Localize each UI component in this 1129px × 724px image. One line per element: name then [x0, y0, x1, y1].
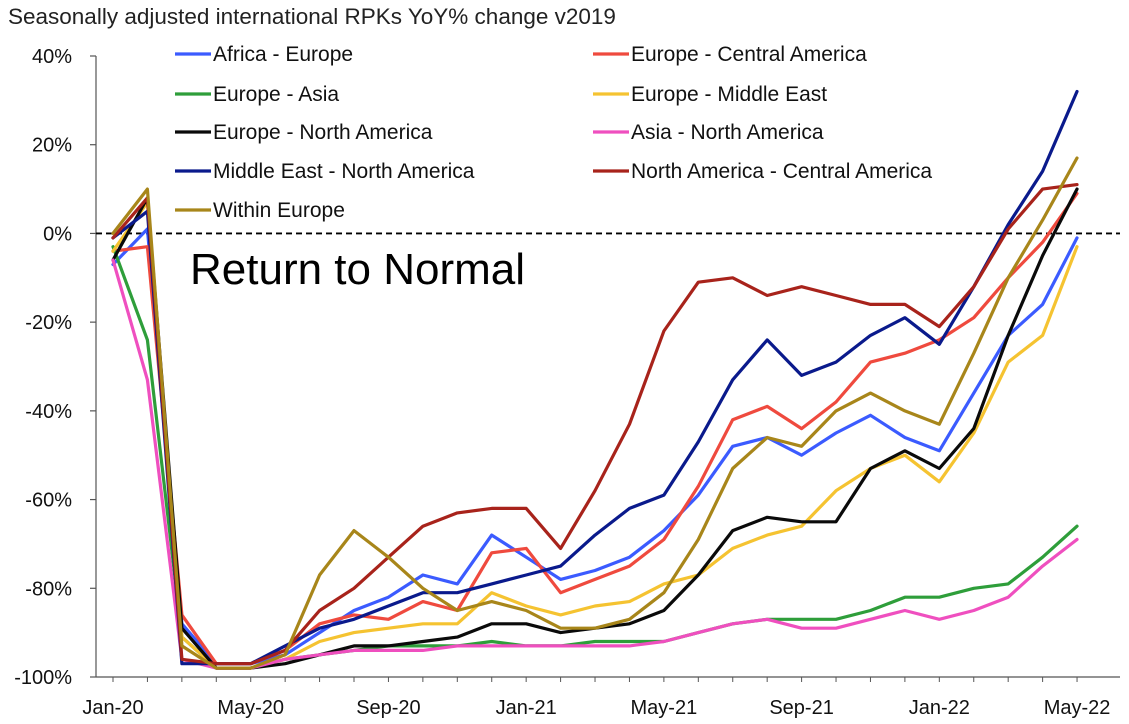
y-tick-label: -100%: [14, 667, 72, 689]
chart-title: Seasonally adjusted international RPKs Y…: [8, 4, 616, 29]
legend-label: Europe - Asia: [213, 83, 339, 106]
series-line-middle-east-north-america: [111, 89, 1079, 666]
y-tick-label: -60%: [25, 490, 72, 512]
axes-layer: 40% 20% 0% -20% -40% -60% -80% -100% Jan-20 May-2…: [14, 46, 1120, 719]
legend-label: Asia - North America: [631, 121, 824, 144]
legend-label: Africa - Europe: [213, 43, 353, 66]
legend-label: Middle East - North America: [213, 160, 475, 183]
legend-label: North America - Central America: [631, 160, 932, 183]
legend-label: Europe - Middle East: [631, 83, 827, 106]
series-line-asia-north-america: [111, 258, 1079, 670]
y-tick-label: -80%: [25, 578, 72, 600]
x-tick-label: Jan-21: [496, 697, 557, 719]
x-tick-label: May-21: [631, 697, 698, 719]
y-tick-label: 40%: [32, 46, 72, 68]
legend: Africa - Europe Europe - Central America E…: [175, 43, 932, 222]
x-tick-label: May-22: [1044, 697, 1111, 719]
x-tick-label: May-20: [217, 697, 284, 719]
x-tick-label: Jan-20: [82, 697, 143, 719]
y-tick-label: 20%: [32, 135, 72, 157]
x-tick-label: Jan-22: [909, 697, 970, 719]
annotations: Return to Normal: [190, 245, 525, 294]
x-tick-label: Sep-21: [769, 697, 834, 719]
series-line-north-america-central-america: [111, 183, 1079, 666]
y-tick-label: -40%: [25, 401, 72, 423]
legend-label: Europe - Central America: [631, 43, 867, 66]
y-tick-label: -20%: [25, 312, 72, 334]
y-tick-label: 0%: [43, 223, 72, 245]
legend-label: Within Europe: [213, 199, 345, 222]
legend-label: Europe - North America: [213, 121, 433, 144]
x-tick-label: Sep-20: [356, 697, 421, 719]
series-layer: [111, 89, 1079, 670]
return-to-normal-annotation: Return to Normal: [190, 245, 525, 294]
series-line-within-europe: [111, 156, 1079, 670]
